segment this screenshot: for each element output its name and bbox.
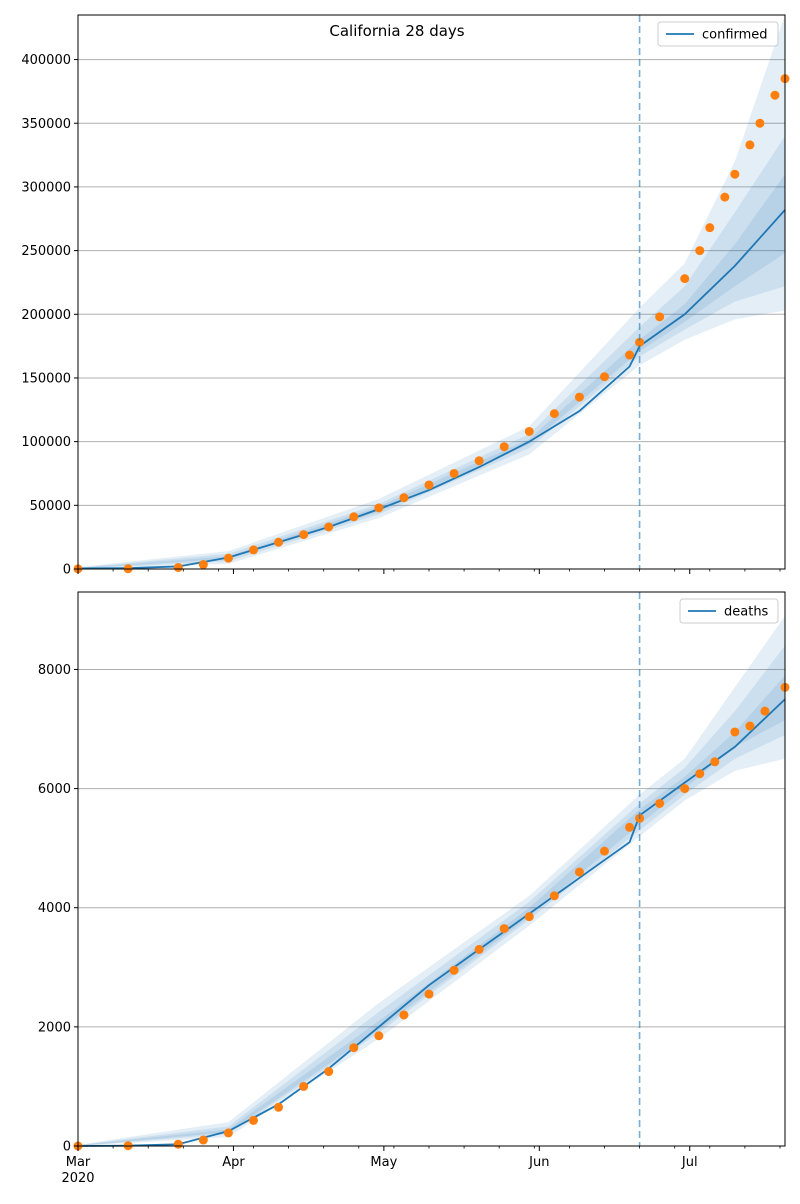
model-median-line — [77, 209, 786, 570]
observed-point — [549, 891, 559, 901]
observed-point — [705, 223, 715, 233]
observed-point — [549, 409, 559, 419]
legend: deaths — [679, 598, 779, 624]
observed-point — [499, 924, 509, 934]
observed-point — [755, 118, 765, 128]
observed-point — [695, 246, 705, 256]
uncertainty-band-outer — [78, 615, 785, 1146]
y-tick-label: 2000 — [38, 1020, 71, 1035]
observed-point — [574, 867, 584, 877]
observed-point — [680, 274, 690, 284]
x-tick-label-line: May — [370, 1155, 397, 1170]
observed-point — [625, 822, 635, 832]
observed-point — [223, 1128, 233, 1138]
x-tick-label-line: 2020 — [61, 1171, 94, 1186]
uncertainty-band-inner — [78, 174, 785, 569]
x-tick-label-line: Apr — [222, 1155, 245, 1170]
observed-point — [399, 1010, 409, 1020]
x-tick-label: Jul — [681, 1155, 698, 1170]
uncertainty-band-inner — [78, 675, 785, 1146]
observed-point — [760, 706, 770, 716]
y-tick-label: 250000 — [21, 244, 71, 259]
observed-point — [349, 1043, 359, 1053]
uncertainty-band-middle — [78, 135, 785, 569]
observed-point — [248, 1115, 258, 1125]
observed-point — [655, 312, 665, 322]
observed-point — [745, 140, 755, 150]
observed-point — [424, 480, 434, 490]
observed-point — [223, 553, 233, 563]
observed-point — [299, 530, 309, 540]
observed-point — [449, 468, 459, 478]
legend-label: deaths — [724, 605, 769, 620]
observed-point — [524, 426, 534, 436]
observed-point — [374, 1031, 384, 1041]
observed-point — [474, 944, 484, 954]
observed-point — [374, 503, 384, 513]
chart-title: California 28 days — [329, 22, 464, 40]
legend: confirmed — [657, 21, 779, 47]
legend-box — [657, 21, 779, 47]
y-tick-label: 4000 — [38, 901, 71, 916]
observed-point — [680, 784, 690, 794]
observed-point — [655, 798, 665, 808]
legend-box — [679, 598, 779, 624]
observed-point — [349, 512, 359, 522]
confirmed-panel: 0 50000 100000 150000 200000 250000 300000 3500… — [21, 14, 790, 578]
observed-point — [635, 337, 645, 347]
y-tick-label: 0 — [63, 563, 71, 578]
observed-point — [474, 456, 484, 466]
axes-frame — [77, 14, 786, 570]
observed-point — [524, 912, 534, 922]
observed-point — [625, 350, 635, 360]
observed-point — [720, 192, 730, 202]
observed-point — [198, 560, 208, 570]
y-tick-label: 350000 — [21, 117, 71, 132]
observed-point — [574, 392, 584, 402]
observed-point — [173, 1139, 183, 1149]
y-tick-label: 150000 — [21, 371, 71, 386]
observed-point — [248, 545, 258, 555]
x-tick-label: Mar 2020 — [61, 1155, 94, 1186]
y-tick-label: 6000 — [38, 782, 71, 797]
y-tick-label: 400000 — [21, 53, 71, 68]
x-tick-label: Apr — [222, 1155, 245, 1170]
y-tick-label: 200000 — [21, 308, 71, 323]
x-tick-label-line: Mar — [66, 1155, 91, 1170]
observed-point — [730, 169, 740, 179]
observed-point — [745, 721, 755, 731]
observed-point — [770, 90, 780, 100]
observed-point — [324, 522, 334, 532]
y-tick-label: 100000 — [21, 435, 71, 450]
uncertainty-band-middle — [78, 645, 785, 1146]
observed-point — [599, 846, 609, 856]
y-tick-label: 0 — [63, 1140, 71, 1155]
observed-point — [499, 442, 509, 452]
x-tick-label: May — [370, 1155, 397, 1170]
observed-point — [274, 537, 284, 547]
x-tick-label-line: Jul — [681, 1155, 698, 1170]
observed-point — [274, 1102, 284, 1112]
y-tick-label: 300000 — [21, 180, 71, 195]
observed-point — [299, 1081, 309, 1091]
deaths-panel: 0 2000 4000 6000 8000 Mar 2020 Apr May Jun Jul deat… — [38, 591, 790, 1186]
y-tick-label: 50000 — [30, 499, 71, 514]
x-tick-label-line: Jun — [528, 1155, 549, 1170]
observed-point — [399, 493, 409, 503]
observed-point — [695, 769, 705, 779]
observed-point — [198, 1135, 208, 1145]
legend-label: confirmed — [702, 28, 768, 43]
axes-frame — [77, 591, 786, 1147]
x-tick-label: Jun — [528, 1155, 549, 1170]
observed-point — [449, 965, 459, 975]
observed-point — [599, 372, 609, 382]
observed-point — [173, 562, 183, 572]
observed-point — [730, 727, 740, 737]
observed-point — [710, 757, 720, 767]
observed-point — [324, 1067, 334, 1077]
observed-point — [424, 989, 434, 999]
y-tick-label: 8000 — [38, 663, 71, 678]
